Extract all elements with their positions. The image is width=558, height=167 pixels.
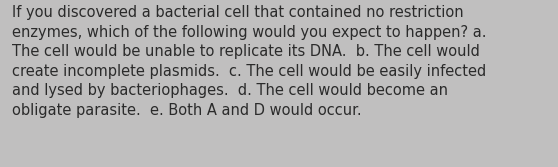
Text: If you discovered a bacterial cell that contained no restriction
enzymes, which : If you discovered a bacterial cell that … [12,5,487,118]
